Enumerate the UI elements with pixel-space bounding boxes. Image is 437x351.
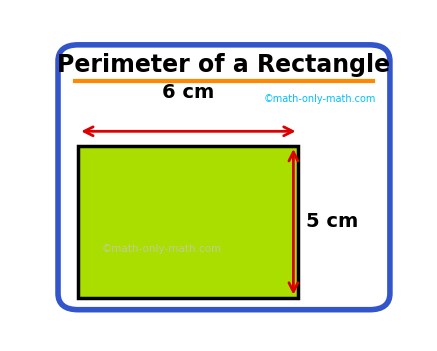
Text: ©math-only-math.com: ©math-only-math.com xyxy=(264,94,376,104)
FancyBboxPatch shape xyxy=(58,45,390,310)
Text: 5 cm: 5 cm xyxy=(306,212,358,231)
Text: ©math-only-math.com: ©math-only-math.com xyxy=(102,244,222,254)
Bar xyxy=(78,146,298,298)
Text: 6 cm: 6 cm xyxy=(162,82,215,102)
Text: Perimeter of a Rectangle: Perimeter of a Rectangle xyxy=(57,53,391,77)
